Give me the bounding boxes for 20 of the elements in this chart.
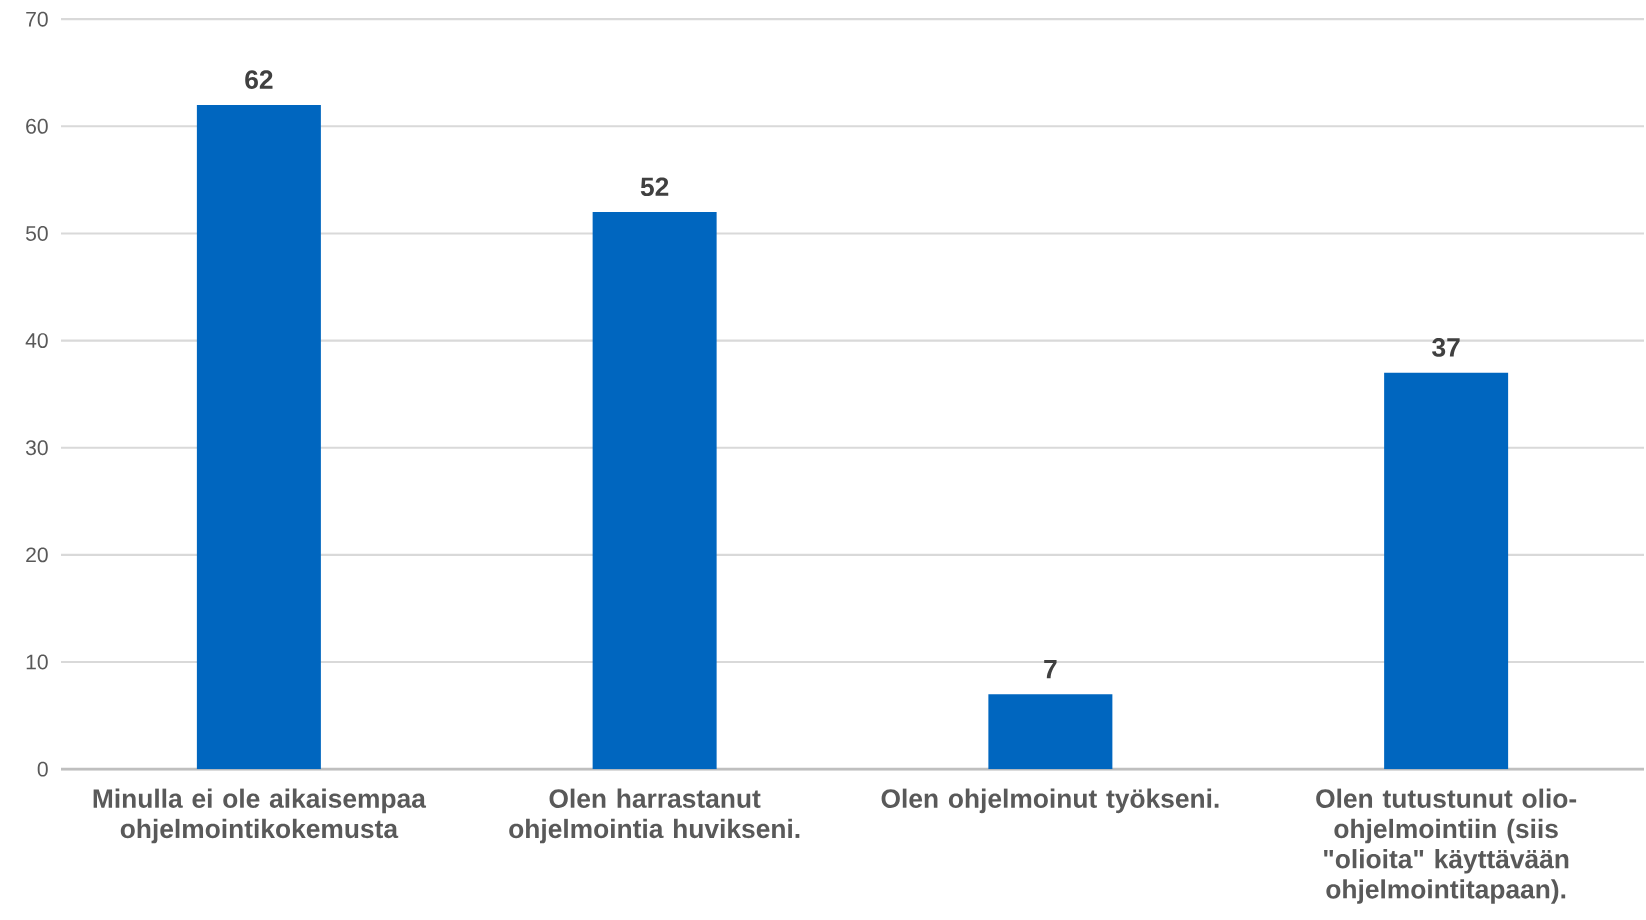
y-tick-label: 30 xyxy=(25,440,48,456)
bar xyxy=(988,694,1113,770)
data-label: 52 xyxy=(640,177,669,197)
bar xyxy=(592,211,717,770)
y-tick-label: 0 xyxy=(37,761,48,777)
x-tick-label: Olen harrastanut ohjelmointia huvikseni. xyxy=(509,788,800,844)
x-tick-label: Olen ohjelmoinut työkseni. xyxy=(881,788,1219,814)
x-tick-label: Olen tutustunut olio-ohjelmointiin (siis "olioita" käyttävään ohjelmointitapaan). xyxy=(1316,788,1577,904)
data-label: 7 xyxy=(1044,660,1057,679)
bar xyxy=(1384,372,1509,770)
y-tick-label: 50 xyxy=(25,225,48,241)
x-tick-label: Minulla ei ole aikaisempaa ohjelmointikokemusta xyxy=(93,788,427,844)
y-tick-label: 60 xyxy=(26,118,48,134)
y-tick-label: 40 xyxy=(25,333,48,348)
y-tick-label: 20 xyxy=(26,547,48,563)
data-label: 62 xyxy=(245,70,273,89)
data-label: 37 xyxy=(1432,338,1460,357)
bar xyxy=(196,104,321,770)
y-tick-label: 70 xyxy=(26,11,48,27)
y-tick-label: 10 xyxy=(26,654,48,670)
